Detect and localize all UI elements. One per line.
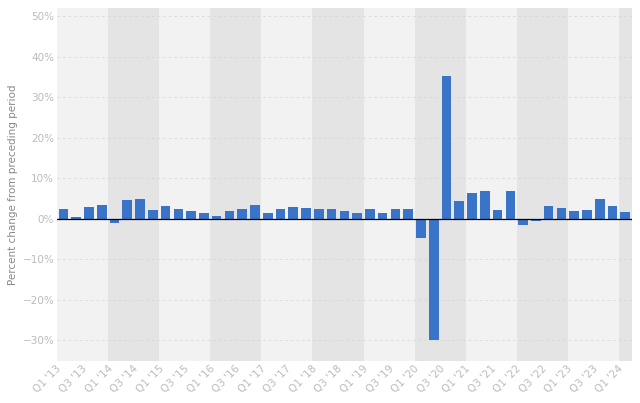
Bar (608, 206, 618, 219)
Bar (263, 213, 273, 219)
Bar (364, 8, 415, 361)
Bar (390, 209, 400, 219)
Bar (84, 207, 93, 219)
Bar (97, 205, 106, 219)
Bar (122, 200, 132, 219)
Bar (531, 219, 541, 221)
Bar (250, 205, 260, 219)
Bar (57, 8, 108, 361)
Bar (570, 211, 579, 219)
Bar (568, 8, 619, 361)
Bar (365, 209, 374, 219)
Bar (415, 8, 466, 361)
Bar (557, 208, 566, 219)
Bar (340, 211, 349, 219)
Bar (378, 213, 387, 219)
Bar (212, 216, 221, 219)
Bar (466, 8, 516, 361)
Bar (225, 211, 234, 219)
Bar (186, 211, 196, 219)
Bar (109, 219, 119, 223)
Bar (327, 209, 337, 219)
Bar (595, 199, 605, 219)
Bar (159, 8, 211, 361)
Bar (516, 8, 568, 361)
Bar (72, 217, 81, 219)
Bar (621, 212, 630, 219)
Bar (442, 76, 451, 219)
Bar (353, 213, 362, 219)
Bar (289, 207, 298, 219)
Bar (454, 201, 464, 219)
Bar (237, 209, 247, 219)
Bar (211, 8, 261, 361)
Bar (148, 210, 157, 219)
Bar (467, 193, 477, 219)
Bar (276, 209, 285, 219)
Bar (480, 191, 490, 219)
Bar (261, 8, 312, 361)
Bar (312, 8, 364, 361)
Bar (544, 206, 554, 219)
Bar (518, 219, 528, 225)
Bar (199, 213, 209, 219)
Bar (314, 209, 324, 219)
Bar (619, 8, 632, 361)
Bar (582, 210, 592, 219)
Bar (301, 208, 311, 219)
Bar (161, 206, 170, 219)
Bar (416, 219, 426, 238)
Bar (506, 191, 515, 219)
Bar (59, 209, 68, 219)
Bar (135, 199, 145, 219)
Bar (493, 210, 502, 219)
Bar (173, 209, 183, 219)
Bar (403, 209, 413, 219)
Y-axis label: Percent change from preceding period: Percent change from preceding period (8, 84, 19, 285)
Bar (108, 8, 159, 361)
Bar (429, 219, 438, 340)
